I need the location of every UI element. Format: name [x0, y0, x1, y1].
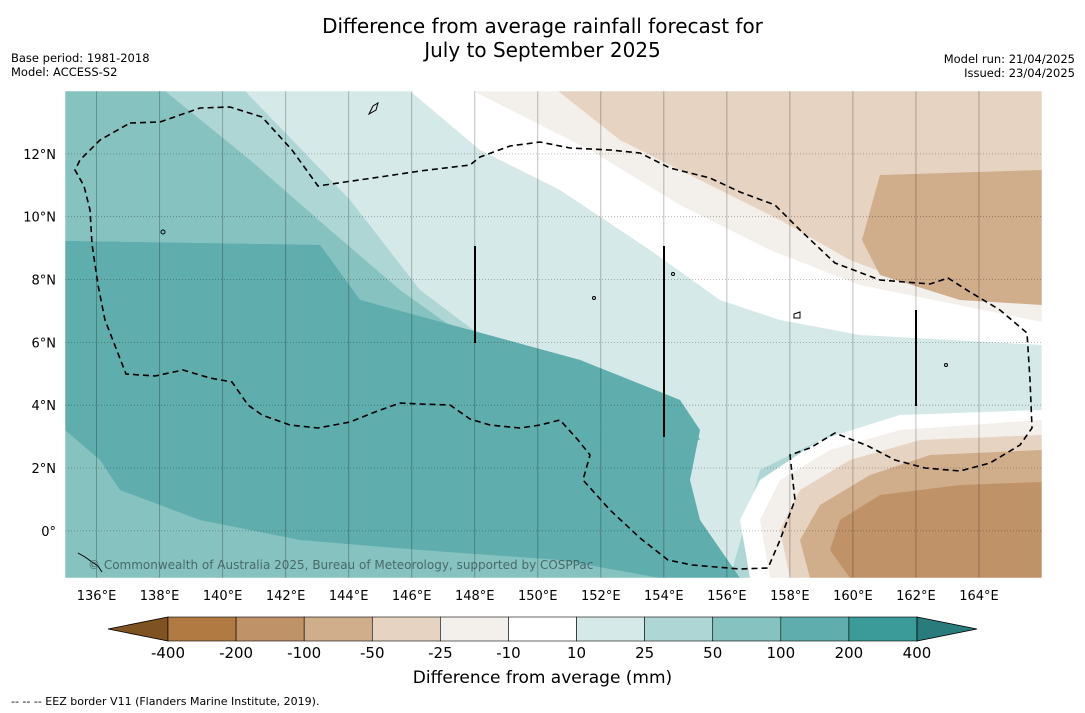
colorbar-tick-label: 400: [903, 644, 932, 662]
map-gridlines: [65, 91, 1042, 578]
colorbar-segment: [440, 616, 509, 642]
colorbar-extend-low: [107, 616, 169, 642]
colorbar-tick-label: -400: [151, 644, 185, 662]
lon-tick-label: 140°E: [203, 589, 243, 604]
colorbar-segment: [848, 616, 918, 642]
colorbar: -400 -200 -100 -50 -25 -10 10 25 50 100 200 400: [107, 616, 978, 662]
colorbar-segment: [712, 616, 782, 642]
lon-tick-label: 158°E: [770, 589, 810, 604]
lon-tick-label: 164°E: [959, 589, 999, 604]
rainfall-field: [65, 91, 1042, 578]
colorbar-tick-label: 100: [766, 644, 795, 662]
lon-tick-label: 150°E: [518, 589, 558, 604]
lon-tick-label: 148°E: [455, 589, 495, 604]
lat-tick-label: 4°N: [32, 399, 57, 414]
colorbar-tick-label: 50: [703, 644, 722, 662]
lon-tick-label: 154°E: [644, 589, 684, 604]
lon-tick-label: 162°E: [896, 589, 936, 604]
lon-tick-label: 142°E: [266, 589, 306, 604]
chart-title: Difference from average rainfall forecas…: [0, 14, 1085, 62]
colorbar-tick-label: -25: [428, 644, 453, 662]
colorbar-segment: [508, 616, 577, 642]
colorbar-segment: [644, 616, 714, 642]
metadata-right: Model run: 21/04/2025 Issued: 23/04/2025: [944, 52, 1075, 80]
colorbar-tick-label: -10: [496, 644, 521, 662]
colorbar-tick-label: 200: [835, 644, 864, 662]
lon-tick-label: 156°E: [707, 589, 747, 604]
islands: [77, 101, 948, 573]
colorbar-segment: [235, 616, 305, 642]
lon-tick-label: 136°E: [77, 589, 117, 604]
colorbar-segment: [303, 616, 373, 642]
colorbar-tick-label: -50: [360, 644, 385, 662]
title-line-1: Difference from average rainfall forecas…: [322, 14, 763, 38]
latitude-labels: 0° 2°N 4°N 6°N 8°N 10°N 12°N: [23, 148, 56, 540]
lat-tick-label: 12°N: [23, 148, 56, 163]
colorbar-extend-high: [916, 616, 978, 642]
lon-tick-label: 144°E: [329, 589, 369, 604]
lat-tick-label: 10°N: [23, 211, 56, 226]
title-line-2: July to September 2025: [424, 38, 661, 62]
colorbar-segment: [371, 616, 441, 642]
colorbar-tick-label: -100: [287, 644, 321, 662]
colorbar-segment: [780, 616, 850, 642]
colorbar-tick-label: 10: [567, 644, 586, 662]
footer-legend: -- -- -- EEZ border V11 (Flanders Marine…: [11, 695, 320, 708]
model-name: Model: ACCESS-S2: [11, 65, 118, 79]
issued-date: Issued: 23/04/2025: [964, 66, 1075, 80]
copyright-watermark: © Commonwealth of Australia 2025, Bureau…: [88, 558, 594, 572]
longitude-labels: 136°E 138°E 140°E 142°E 144°E 146°E 148°E 150°E…: [77, 589, 999, 604]
metadata-left: Base period: 1981-2018 Model: ACCESS-S2: [11, 51, 150, 79]
model-run: Model run: 21/04/2025: [943, 52, 1075, 66]
colorbar-tick-label: -200: [219, 644, 253, 662]
eez-border: [74, 106, 1033, 570]
colorbar-label: Difference from average (mm): [412, 668, 673, 688]
lon-tick-label: 160°E: [833, 589, 873, 604]
colorbar-tick-label: 25: [635, 644, 654, 662]
colorbar-segment: [167, 616, 237, 642]
lon-tick-label: 146°E: [392, 589, 432, 604]
lon-tick-label: 152°E: [581, 589, 621, 604]
lat-tick-label: 2°N: [32, 462, 57, 477]
base-period: Base period: 1981-2018: [11, 51, 150, 65]
colorbar-segment: [576, 616, 645, 642]
lat-tick-label: 6°N: [32, 336, 57, 351]
lat-tick-label: 8°N: [32, 274, 57, 289]
lat-tick-label: 0°: [41, 525, 56, 540]
lon-tick-label: 138°E: [140, 589, 180, 604]
